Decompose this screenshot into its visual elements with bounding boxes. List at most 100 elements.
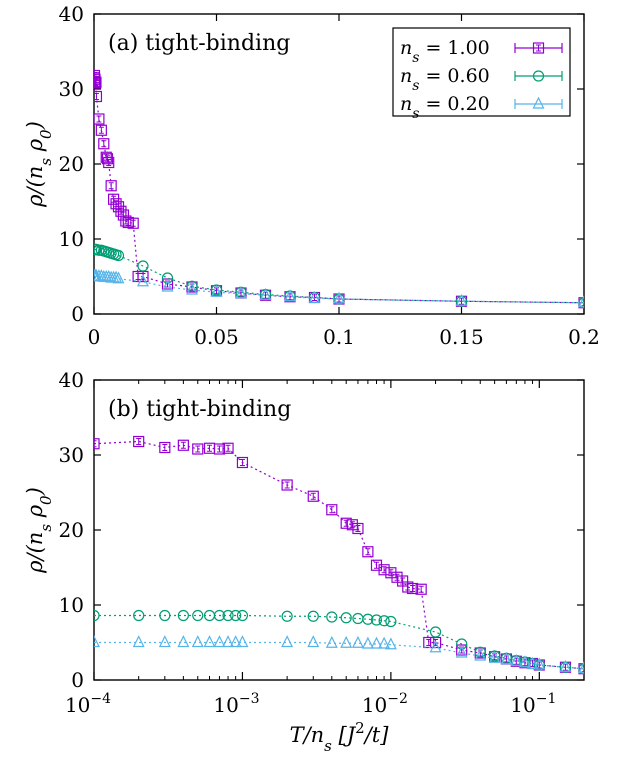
data-point-s0 — [159, 441, 171, 454]
data-point-s0 — [95, 124, 107, 136]
data-point-s1 — [177, 609, 189, 622]
legend-marker-1 — [532, 70, 545, 82]
data-point-s1 — [161, 272, 174, 284]
data-point-s2 — [559, 659, 572, 672]
data-point-s2 — [429, 640, 442, 653]
y-tick-label-a: 0 — [71, 302, 84, 326]
data-point-s1 — [474, 646, 486, 658]
data-point-s1 — [385, 615, 397, 628]
x-tick-label-b: 10−1 — [510, 691, 556, 717]
data-point-s0 — [94, 438, 100, 450]
y-tick-label-b: 0 — [71, 668, 84, 692]
data-point-s0 — [94, 113, 105, 125]
data-point-s2 — [325, 635, 338, 648]
data-point-s2 — [526, 656, 539, 669]
data-point-s0 — [177, 439, 189, 451]
data-point-s1 — [159, 609, 171, 622]
y-tick-label-a: 20 — [59, 152, 84, 176]
data-point-s0 — [161, 278, 174, 290]
data-point-s2 — [213, 635, 226, 648]
data-point-s0 — [98, 138, 110, 150]
data-point-s2 — [203, 635, 216, 648]
data-point-s1 — [230, 609, 242, 622]
y-tick-label-a: 30 — [59, 77, 84, 101]
data-point-s2 — [370, 636, 383, 649]
data-point-s2 — [259, 287, 272, 300]
data-point-s2 — [308, 290, 321, 303]
data-point-s0 — [391, 571, 403, 583]
data-point-s0 — [133, 435, 145, 448]
x-tick-label-a: 0.2 — [568, 325, 600, 349]
y-axis-label-a: ρ/(ns ρ0) — [23, 121, 55, 208]
data-point-s2 — [191, 635, 204, 648]
annotation-b: (b) tight-binding — [108, 397, 291, 422]
data-point-s1 — [370, 614, 383, 626]
data-point-s2 — [229, 635, 242, 648]
data-point-s0 — [213, 443, 226, 455]
plot-frame-b — [93, 379, 585, 681]
x-tick-label-a: 0 — [88, 325, 101, 349]
data-point-s2 — [474, 648, 487, 661]
data-point-s2 — [340, 635, 353, 648]
data-point-s1 — [222, 609, 234, 622]
data-point-s2 — [578, 661, 584, 674]
x-axis-label-b: T/ns [J2/t] — [290, 719, 390, 755]
data-point-s2 — [361, 636, 374, 649]
series-b — [94, 435, 584, 675]
x-tick-label-a: 0.05 — [194, 325, 239, 349]
data-point-s2 — [112, 271, 125, 284]
data-point-s0 — [192, 443, 204, 455]
y-tick-label-b: 10 — [59, 593, 84, 617]
x-tick-label-b: 10−3 — [213, 691, 259, 717]
data-point-s1 — [112, 249, 125, 262]
data-point-s2 — [533, 657, 546, 670]
data-point-s2 — [235, 286, 247, 299]
series-line-0 — [94, 440, 584, 670]
data-point-s2 — [351, 635, 364, 648]
data-point-s2 — [186, 282, 198, 295]
data-point-s0 — [340, 517, 352, 529]
data-point-s0 — [326, 504, 338, 516]
series-line-1 — [94, 248, 584, 304]
data-point-s2 — [307, 635, 320, 648]
data-point-s1 — [340, 612, 352, 624]
data-point-s2 — [378, 636, 391, 649]
data-point-s2 — [333, 291, 345, 304]
data-point-s2 — [578, 295, 584, 308]
x-tick-label-a: 0.15 — [439, 325, 484, 349]
data-point-s0 — [362, 546, 374, 558]
data-point-s2 — [284, 289, 296, 302]
x-tick-label-b: 10−2 — [362, 691, 408, 717]
data-point-s0 — [105, 180, 117, 192]
data-point-s2 — [158, 635, 171, 648]
data-point-s2 — [94, 635, 100, 648]
y-tick-label-b: 30 — [59, 443, 84, 467]
x-tick-label-a: 0.1 — [323, 325, 355, 349]
panel-b: 0 10 20 30 40 10−4 10−3 10−2 10−1 (b) tight-bind… — [23, 368, 585, 755]
y-tick-label-b: 40 — [59, 368, 84, 392]
data-point-s1 — [378, 615, 390, 627]
panel-a: 0 10 20 30 40 0 0.05 0.1 0.15 0.2 (a) tight-bindi… — [23, 2, 600, 349]
data-point-s1 — [213, 609, 226, 622]
data-point-s0 — [456, 644, 468, 656]
y-tick-label-a: 10 — [59, 227, 84, 251]
series-line-1 — [94, 614, 584, 670]
data-point-s1 — [281, 610, 293, 622]
data-point-s1 — [186, 280, 198, 292]
data-point-s2 — [177, 635, 190, 648]
data-point-s2 — [518, 655, 531, 668]
data-point-s1 — [137, 260, 149, 272]
data-point-s2 — [110, 270, 123, 283]
data-point-s1 — [236, 609, 249, 622]
y-tick-label-a: 40 — [59, 2, 84, 26]
data-point-s0 — [415, 583, 427, 595]
data-point-s1 — [192, 609, 204, 622]
data-point-s1 — [362, 613, 374, 625]
data-point-s2 — [281, 635, 294, 648]
data-point-s2 — [455, 645, 468, 658]
data-point-s2 — [500, 652, 513, 665]
data-point-s0 — [406, 582, 419, 595]
data-point-s0 — [94, 90, 103, 103]
ticks-b: 0 10 20 30 40 10−4 10−3 10−2 10−1 — [59, 368, 585, 717]
